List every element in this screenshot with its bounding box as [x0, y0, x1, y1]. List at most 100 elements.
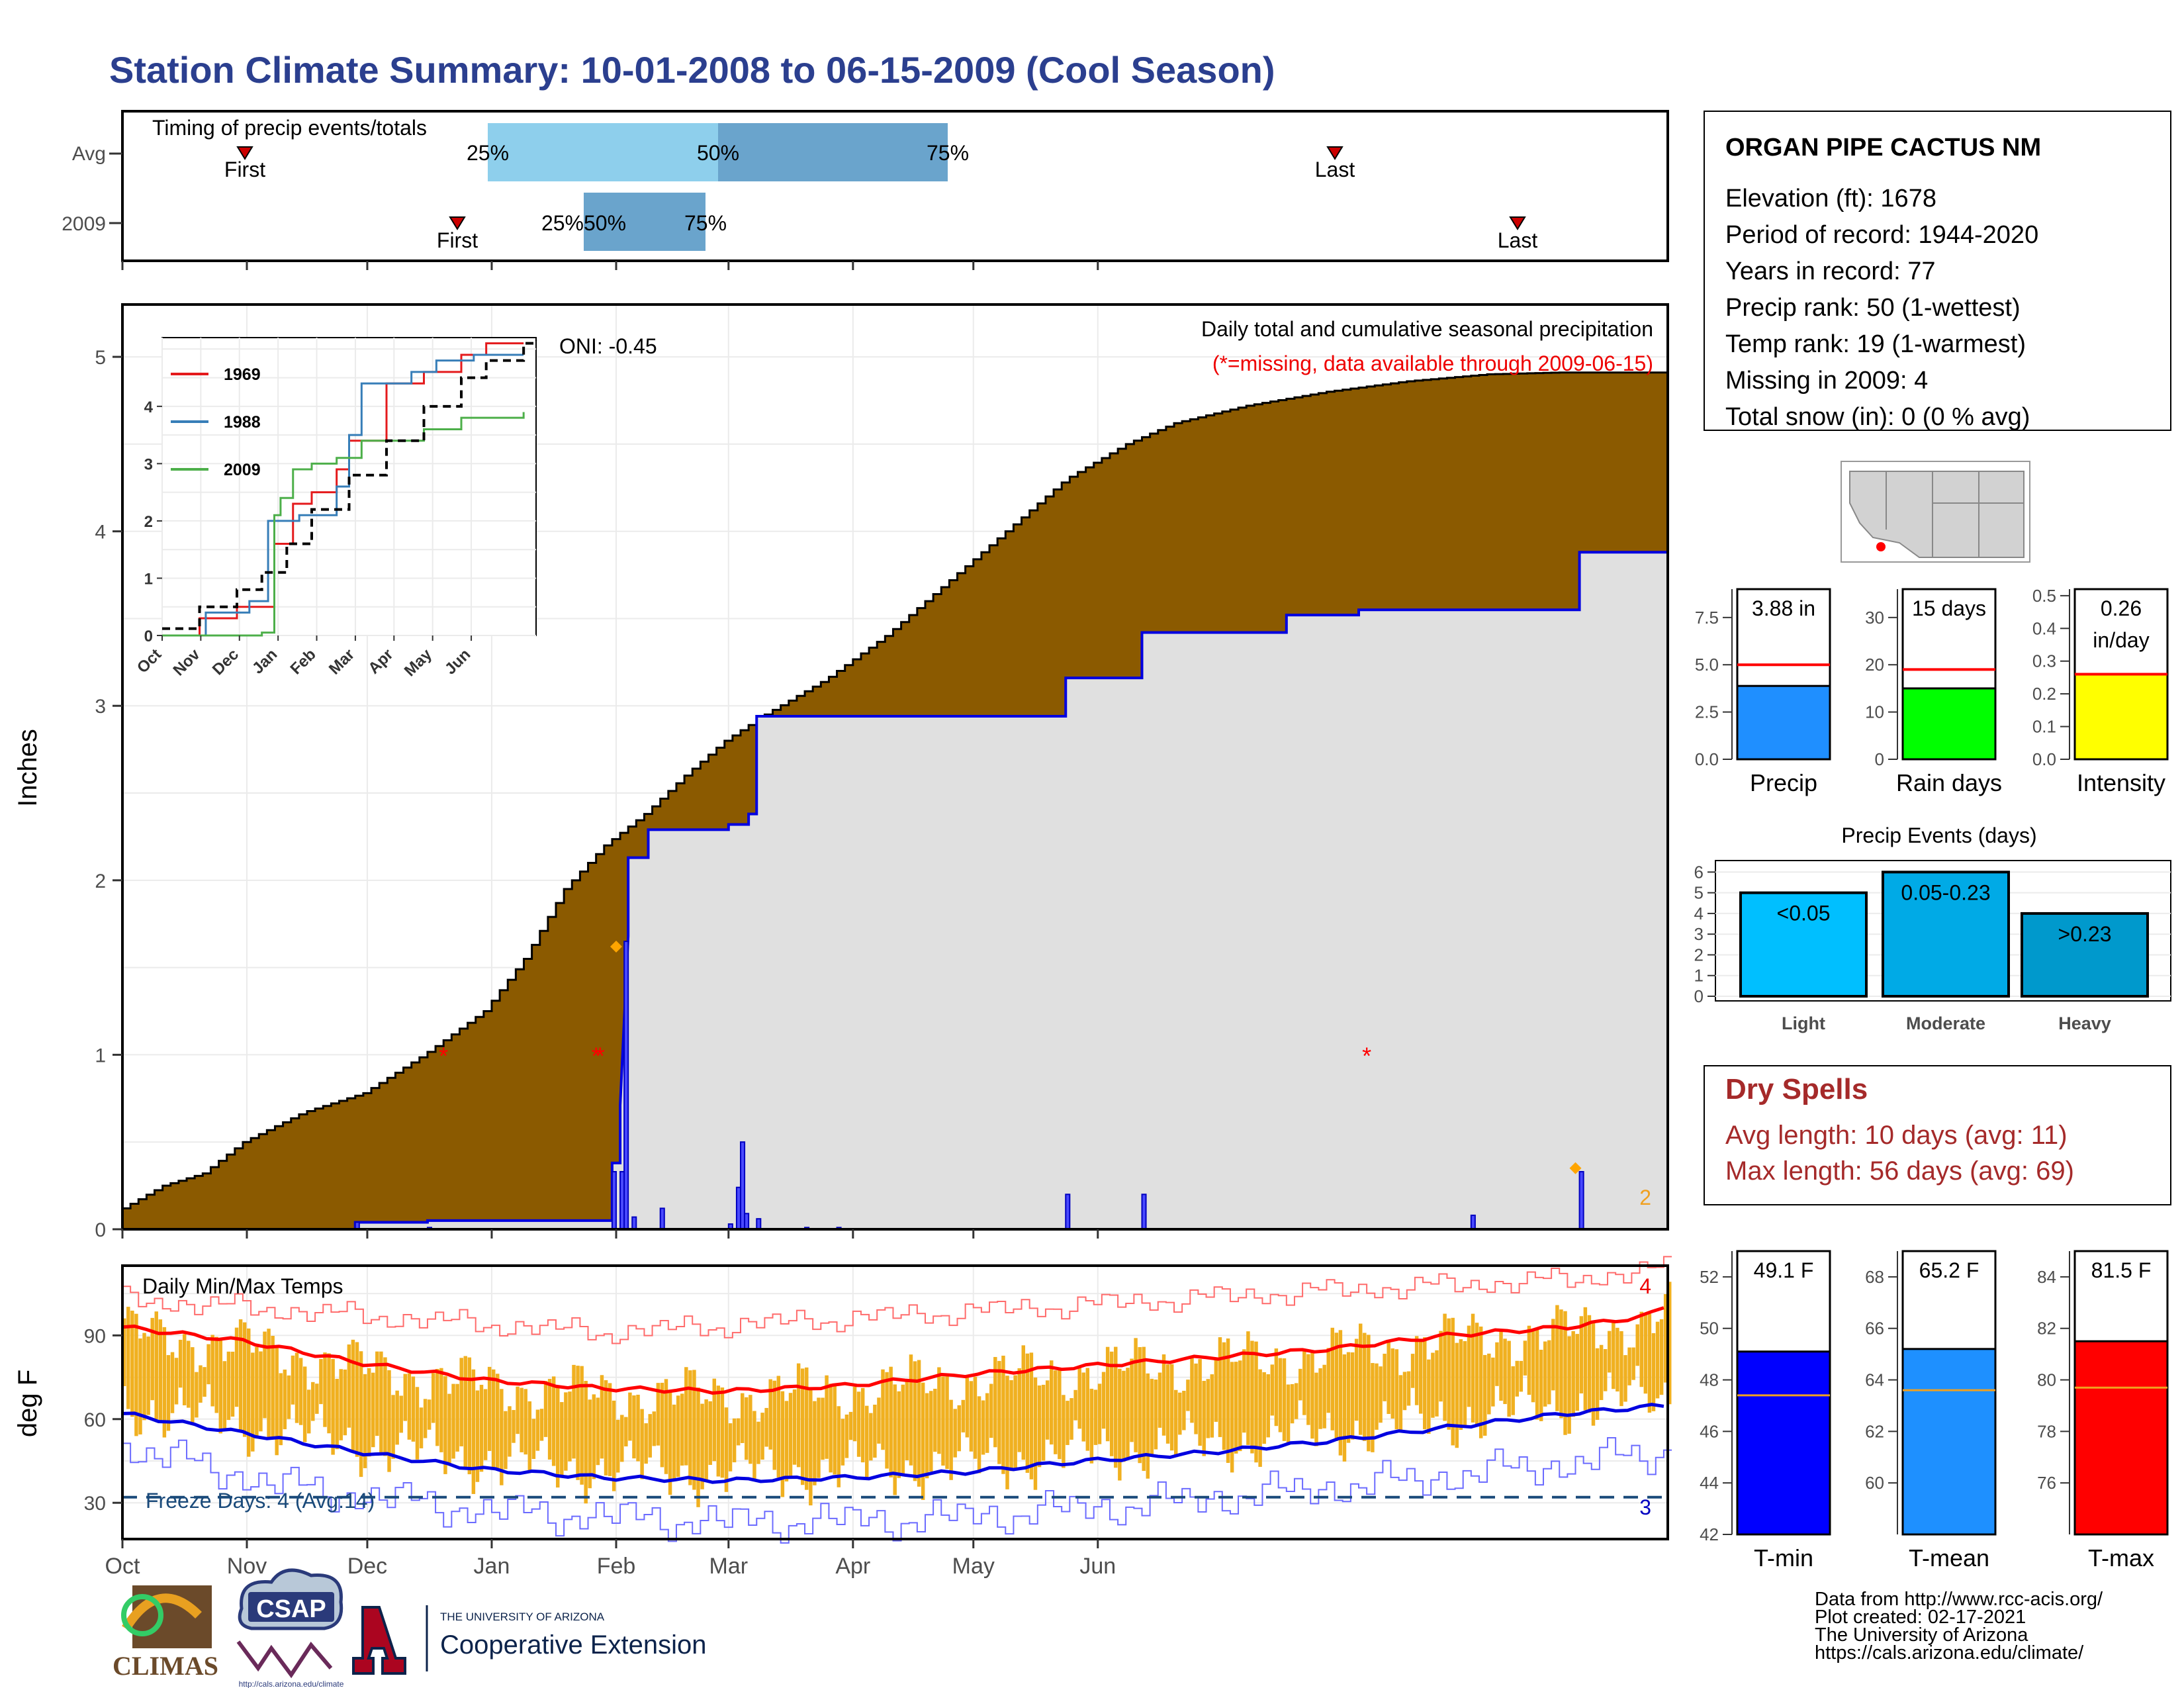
daily-temp-bar — [415, 1387, 420, 1460]
daily-temp-bar — [1310, 1350, 1314, 1439]
daily-temp-bar — [1623, 1355, 1627, 1402]
daily-temp-bar — [383, 1357, 387, 1456]
daily-temp-bar — [302, 1366, 307, 1442]
daily-temp-bar — [1054, 1370, 1058, 1454]
daily-temp-bar — [1423, 1337, 1427, 1430]
daily-temp-bar — [1142, 1346, 1146, 1472]
daily-temp-bar — [1258, 1369, 1262, 1467]
events-y-tick: 4 — [1694, 904, 1704, 923]
daily-temp-bar — [584, 1381, 588, 1504]
csap-logo-text: CSAP — [256, 1595, 326, 1623]
missing-marker: * — [439, 1042, 448, 1069]
daily-temp-bar — [150, 1317, 154, 1401]
precip-y-tick: 5 — [95, 347, 106, 369]
daily-temp-bar — [1050, 1360, 1054, 1445]
summary-bar-label: Intensity — [2077, 769, 2165, 796]
daily-temp-bar — [1402, 1372, 1407, 1411]
summary-bar-tick: 0.5 — [2032, 586, 2056, 606]
daily-temp-bar — [435, 1368, 439, 1446]
daily-temp-bar — [780, 1391, 785, 1497]
daily-temp-bar — [158, 1319, 163, 1423]
daily-temp-bar — [267, 1329, 271, 1438]
daily-temp-bar — [829, 1383, 833, 1473]
daily-temp-bar — [500, 1389, 504, 1485]
events-bar-light — [1739, 891, 1868, 998]
daily-temp-bar — [1186, 1380, 1190, 1411]
daily-temp-bar — [881, 1369, 885, 1450]
daily-temp-bar — [395, 1390, 399, 1445]
daily-temp-bar — [1198, 1359, 1202, 1446]
daily-temp-bar — [636, 1394, 640, 1462]
daily-temp-bar — [1194, 1363, 1198, 1434]
daily-temp-bar — [1314, 1372, 1318, 1446]
daily-temp-bar — [1499, 1331, 1503, 1401]
daily-temp-bar — [741, 1393, 745, 1443]
daily-temp-bar — [660, 1382, 664, 1468]
daily-temp-bar — [708, 1401, 712, 1465]
daily-temp-bar — [247, 1328, 251, 1457]
inset-legend-label: 1969 — [224, 365, 261, 384]
events-y-tick: 6 — [1694, 862, 1704, 882]
daily-temp-bar — [1398, 1375, 1403, 1430]
precip-y-tick: 0 — [95, 1219, 106, 1241]
daily-temp-bar — [483, 1389, 488, 1460]
daily-temp-bar — [351, 1339, 355, 1452]
daily-temp-bar — [459, 1358, 463, 1446]
oni-label: ONI: -0.45 — [559, 334, 657, 358]
daily-temp-bar — [1033, 1377, 1038, 1490]
daily-temp-bar — [1041, 1384, 1046, 1461]
daily-temp-bar — [1073, 1389, 1077, 1421]
inset-line-avg — [162, 340, 537, 630]
daily-temp-bar — [1101, 1372, 1106, 1429]
daily-temp-bar — [1109, 1351, 1114, 1456]
temp-count-top: 4 — [1639, 1274, 1651, 1298]
daily-temp-bar — [1487, 1353, 1491, 1415]
daily-temp-bar — [784, 1401, 789, 1481]
daily-temp-bar — [865, 1405, 869, 1479]
daily-temp-bar — [981, 1400, 985, 1455]
first-label-2009: First — [437, 228, 478, 252]
timing-row-avg-label: Avg — [72, 143, 106, 165]
daily-temp-bar — [977, 1396, 981, 1474]
daily-temp-bar — [1089, 1388, 1094, 1464]
daily-temp-bar — [138, 1338, 142, 1434]
daily-temp-bar — [1306, 1354, 1310, 1425]
daily-temp-bar — [275, 1346, 279, 1456]
daily-temp-bar — [852, 1386, 857, 1442]
daily-precip-bar — [1141, 1194, 1147, 1230]
daily-temp-bar — [1647, 1313, 1652, 1413]
daily-temp-bar — [1114, 1346, 1118, 1468]
daily-temp-bar — [788, 1393, 793, 1479]
inset-legend-label: 1988 — [224, 413, 261, 432]
inset-line-2009 — [162, 412, 525, 637]
summary-bar-tick: 80 — [2037, 1370, 2056, 1390]
month-tick-label: Oct — [105, 1554, 140, 1579]
daily-temp-bar — [624, 1417, 628, 1447]
daily-temp-bar — [1583, 1307, 1588, 1411]
daily-temp-bar — [897, 1391, 901, 1478]
precip-y-tick: 1 — [95, 1045, 106, 1066]
daily-temp-bar — [315, 1383, 319, 1414]
daily-temp-bar — [512, 1410, 516, 1443]
daily-temp-bar — [1122, 1370, 1126, 1462]
daily-temp-bar — [1359, 1323, 1363, 1435]
events-bar-heavy — [2021, 912, 2149, 998]
daily-temp-bar — [756, 1421, 760, 1464]
summary-bar-tick: 42 — [1700, 1524, 1719, 1544]
season-totals-charts: 0.0 2.5 5.0 7.5 3.88 in Precip 0 10 20 30 15 days R… — [1695, 586, 2169, 796]
daily-temp-bar — [692, 1370, 696, 1490]
record-high-line — [122, 1256, 1672, 1344]
inset-y-tick: 2 — [144, 513, 153, 531]
daily-temp-bar — [1427, 1359, 1431, 1434]
daily-temp-bar — [768, 1379, 772, 1450]
daily-temp-bar — [969, 1381, 974, 1452]
summary-bar-value: 3.88 in — [1752, 596, 1815, 620]
footer-line-3: The University of Arizona — [1815, 1624, 2028, 1646]
daily-temp-bar — [1587, 1315, 1592, 1413]
daily-temp-bar — [1383, 1354, 1387, 1401]
summary-bar-tick: 46 — [1700, 1421, 1719, 1441]
daily-temp-bar — [1559, 1309, 1563, 1419]
daily-temp-bar — [1495, 1342, 1499, 1386]
daily-temp-bar — [1161, 1354, 1166, 1436]
daily-temp-bar — [463, 1356, 467, 1470]
